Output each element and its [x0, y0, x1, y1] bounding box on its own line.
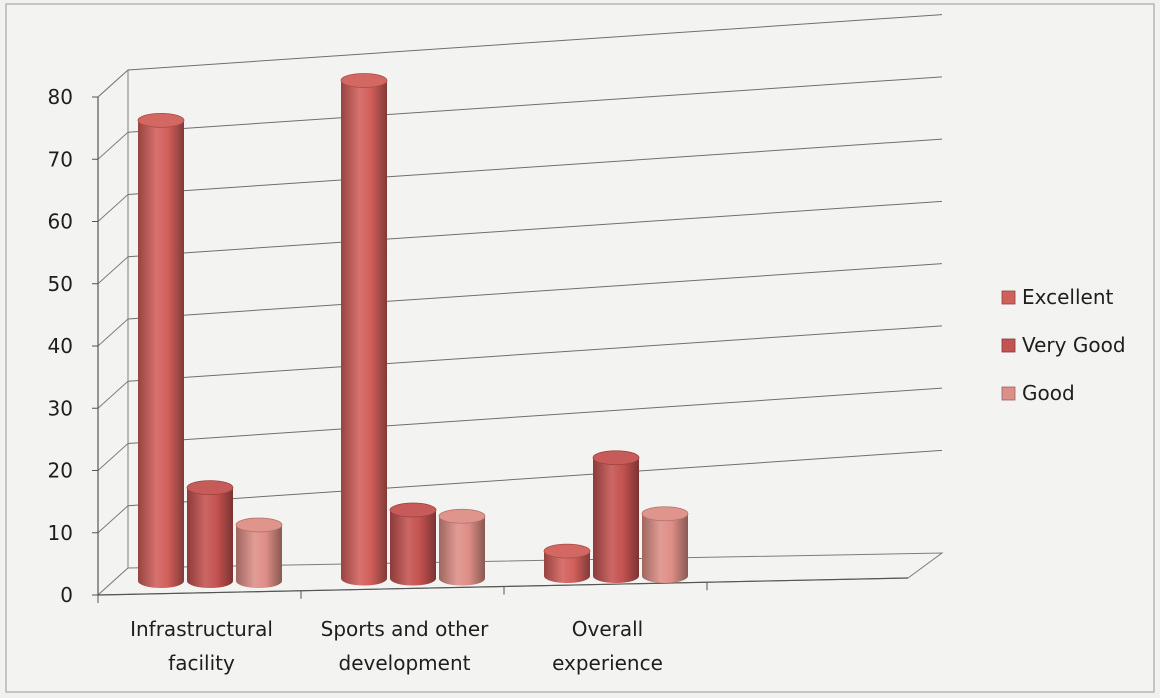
bar-body [138, 120, 184, 588]
bar-top [641, 506, 689, 522]
y-tick-label: 70 [48, 147, 73, 171]
bar-top [137, 112, 185, 128]
bar [641, 506, 689, 583]
gridline-depth [97, 256, 129, 285]
bar-body [593, 457, 639, 583]
bar-body [439, 516, 485, 586]
y-tick-label: 20 [48, 459, 73, 483]
bar [340, 73, 388, 586]
x-category-label: facility [168, 651, 235, 675]
gridline-depth [97, 69, 129, 98]
legend-swatch [1001, 338, 1016, 353]
bar-body [187, 487, 233, 588]
y-tick-label: 30 [48, 396, 73, 420]
legend-label: Good [1022, 381, 1075, 405]
bar-body [390, 510, 436, 586]
bar-body [341, 80, 387, 586]
gridline-depth [97, 380, 129, 409]
gridline [127, 76, 943, 133]
bar-top [592, 450, 640, 466]
bar-top [389, 502, 437, 518]
bar-top [186, 480, 234, 496]
legend-swatch [1001, 386, 1016, 401]
gridline [127, 263, 943, 320]
x-axis-line [97, 577, 909, 596]
gridline-depth [97, 131, 129, 160]
bar [438, 508, 486, 586]
legend-item: Very Good [1001, 333, 1126, 357]
gridline [127, 325, 943, 382]
x-category-label: Infrastructural [130, 617, 273, 641]
gridline-depth [97, 505, 129, 534]
legend-item: Good [1001, 381, 1075, 405]
x-category-label: Overall [572, 617, 643, 641]
legend-label: Very Good [1022, 333, 1126, 357]
y-tick-label: 0 [60, 583, 73, 607]
x-axis: Infrastructural facility Sports and other d… [97, 577, 909, 675]
legend: Excellent Very Good Good [1001, 285, 1126, 405]
bar-body [544, 551, 590, 583]
bars [137, 73, 689, 588]
y-tick-label: 80 [48, 85, 73, 109]
bar [137, 112, 185, 588]
gridline [127, 138, 943, 195]
bar [543, 543, 591, 583]
bar [389, 502, 437, 586]
bar-top [543, 543, 591, 559]
gridline-depth [97, 194, 129, 222]
bar-top [438, 508, 486, 524]
x-category-label: development [339, 651, 471, 675]
gridlines [97, 14, 943, 534]
legend-item: Excellent [1001, 285, 1114, 309]
y-tick-label: 60 [48, 210, 73, 234]
gridline [127, 449, 943, 507]
bar [592, 450, 640, 583]
gridline [127, 200, 943, 258]
bar-body [236, 524, 282, 588]
legend-swatch [1001, 290, 1016, 305]
gridline-depth [97, 318, 129, 347]
y-tick-label: 40 [48, 334, 73, 358]
gridline [127, 14, 943, 71]
bar [186, 480, 234, 588]
legend-label: Excellent [1022, 285, 1114, 309]
bar [235, 517, 283, 588]
x-category-label: experience [552, 651, 663, 675]
y-axis: 0 10 20 30 40 50 60 70 80 [48, 85, 99, 607]
y-tick-label: 10 [48, 521, 73, 545]
x-category-label: Sports and other [321, 617, 490, 641]
gridline [127, 387, 943, 444]
gridline-depth [97, 443, 129, 471]
bar-body [642, 513, 688, 583]
bar-top [235, 517, 283, 533]
bar-top [340, 73, 388, 88]
y-tick-label: 50 [48, 272, 73, 296]
